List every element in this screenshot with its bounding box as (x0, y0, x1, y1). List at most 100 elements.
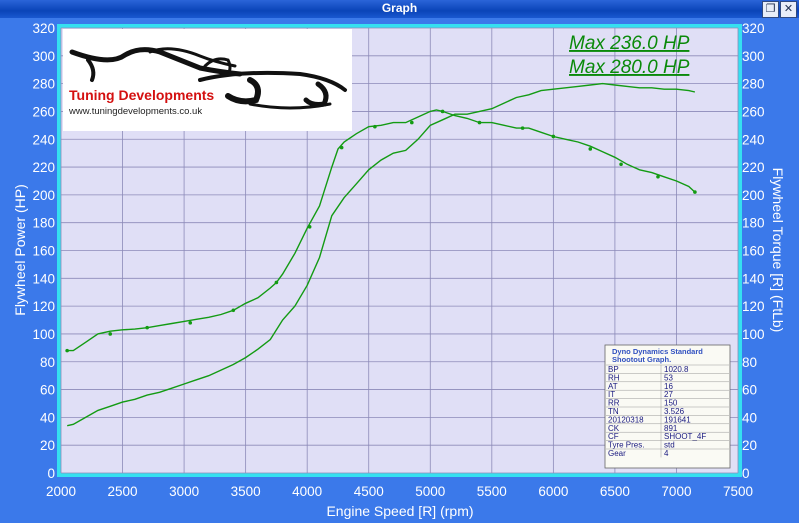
x-tick-label: 2500 (108, 484, 138, 499)
curve-marker (656, 174, 660, 179)
title-bar: Graph ❐ ✕ (0, 0, 799, 18)
y-tick-label-right: 60 (742, 383, 757, 398)
y-tick-label-right: 280 (742, 77, 765, 92)
curve-marker (339, 145, 344, 150)
curve-marker (440, 109, 445, 114)
y-tick-label-right: 180 (742, 216, 765, 231)
info-row-value: 53 (664, 373, 673, 382)
info-row-key: TN (608, 407, 619, 416)
curve-marker (274, 280, 279, 285)
y-tick-label-right: 100 (742, 327, 765, 342)
x-axis-label: Engine Speed [R] (rpm) (326, 503, 473, 519)
y-tick-label-right: 20 (742, 438, 757, 453)
y-tick-label-left: 60 (40, 383, 55, 398)
y-tick-labels-right: 0 20 40 60 80 100 120 140 160 180 200 220 240 260 280 3… (742, 21, 765, 481)
y-tick-label-right: 0 (742, 466, 750, 481)
x-tick-label: 3500 (231, 484, 261, 499)
info-row-key: CK (608, 424, 620, 433)
info-table-box (604, 344, 731, 469)
y-tick-label-left: 140 (32, 271, 55, 286)
info-row-key: BP (608, 365, 619, 374)
info-row-key: RR (608, 399, 620, 408)
y-tick-label-left: 320 (32, 21, 55, 36)
max-hp-label: Max 236.0 HP (569, 33, 690, 54)
x-tick-label: 4500 (354, 484, 384, 499)
info-row-value: 16 (664, 382, 673, 391)
y-tick-label-right: 200 (742, 188, 765, 203)
curve-marker (65, 348, 69, 353)
info-table: Dyno Dynamics Standard Shootout Graph. B… (604, 344, 731, 469)
x-tick-label: 6500 (600, 484, 630, 499)
y-tick-label-left: 260 (32, 104, 55, 119)
y-tick-label-left: 100 (32, 327, 55, 342)
curve-marker (551, 134, 556, 139)
curve-marker (588, 147, 593, 151)
info-row-value: 3.526 (664, 407, 685, 416)
y-tick-label-right: 260 (742, 104, 765, 119)
max-torque-label: Max 280.0 HP (569, 57, 690, 78)
x-tick-label: 6000 (538, 484, 568, 499)
window-title: Graph (381, 1, 418, 15)
info-row-value: std (664, 441, 675, 450)
info-row-value: 191641 (664, 415, 691, 424)
y-tick-label-left: 220 (32, 160, 55, 175)
y-tick-label-left: 180 (32, 216, 55, 231)
y-tick-label-right: 40 (742, 410, 757, 425)
curve-marker (693, 190, 697, 194)
curve-marker (188, 321, 193, 325)
info-row-value: 27 (664, 390, 673, 399)
x-tick-label: 3000 (169, 484, 199, 499)
torque-curve (67, 82, 696, 427)
info-row-key: Tyre Pres. (608, 441, 644, 450)
x-tick-label: 7500 (723, 484, 753, 499)
curve-marker (477, 120, 482, 125)
x-tick-label: 7000 (661, 484, 691, 499)
x-tick-label: 4000 (292, 484, 322, 499)
y-tick-label-right: 140 (742, 271, 765, 286)
info-row-value: 4 (664, 449, 669, 458)
info-row-key: CF (608, 432, 619, 441)
info-table-header-2: Shootout Graph. (612, 355, 671, 364)
logo: Tuning Developments www.tuningdevelopmen… (63, 29, 352, 131)
y-tick-label-left: 120 (32, 299, 55, 314)
curve-marker (520, 126, 525, 130)
y-tick-label-right: 320 (742, 21, 765, 36)
curve-marker (373, 124, 377, 129)
curve-marker (619, 162, 623, 167)
y-tick-label-right: 160 (742, 244, 765, 259)
restore-button[interactable]: ❐ (762, 1, 779, 18)
info-row-value: 150 (664, 399, 678, 408)
y-tick-label-left: 240 (32, 132, 55, 147)
info-row-value: SHOOT_4F (664, 432, 706, 441)
y-tick-label-left: 40 (40, 410, 55, 425)
info-row-key: Gear (608, 449, 626, 458)
x-tick-labels: 2000 2500 3000 3500 4000 4500 5000 5500 6000 6500… (46, 484, 753, 499)
y-tick-label-left: 80 (40, 355, 55, 370)
curve-marker (145, 325, 149, 330)
info-row-key: 20120318 (608, 415, 644, 424)
y-tick-label-left: 0 (47, 466, 55, 481)
info-table-rows: BP 1020.8 RH 53 AT 16 IT 27 RR 150 TN 3.526 20120318… (606, 364, 729, 458)
y-tick-label-right: 220 (742, 160, 765, 175)
y-tick-label-left: 160 (32, 244, 55, 259)
y-tick-label-left: 280 (32, 77, 55, 92)
curve-marker (410, 120, 414, 125)
curve-marker (108, 332, 113, 336)
info-row-value: 1020.8 (664, 365, 689, 374)
info-table-header-1: Dyno Dynamics Standard (612, 347, 703, 356)
info-row-key: IT (608, 390, 615, 399)
curves (65, 82, 697, 427)
curve-marker (231, 308, 236, 313)
y-tick-label-right: 300 (742, 49, 765, 64)
y-axis-label-right: Flywheel Torque [R] (FtLb) (770, 168, 786, 333)
logo-company-name: Tuning Developments (69, 87, 214, 103)
y-tick-label-left: 20 (40, 438, 55, 453)
y-axis-label-left: Flywheel Power (HP) (12, 184, 28, 315)
close-button[interactable]: ✕ (780, 1, 797, 18)
y-tick-label-right: 120 (742, 299, 765, 314)
y-tick-labels-left: 0 20 40 60 80 100 120 140 160 180 200 220 240 260 280 3… (32, 21, 55, 481)
y-tick-label-left: 300 (32, 49, 55, 64)
car-silhouette-icon (69, 47, 347, 110)
curve-marker (307, 225, 312, 229)
